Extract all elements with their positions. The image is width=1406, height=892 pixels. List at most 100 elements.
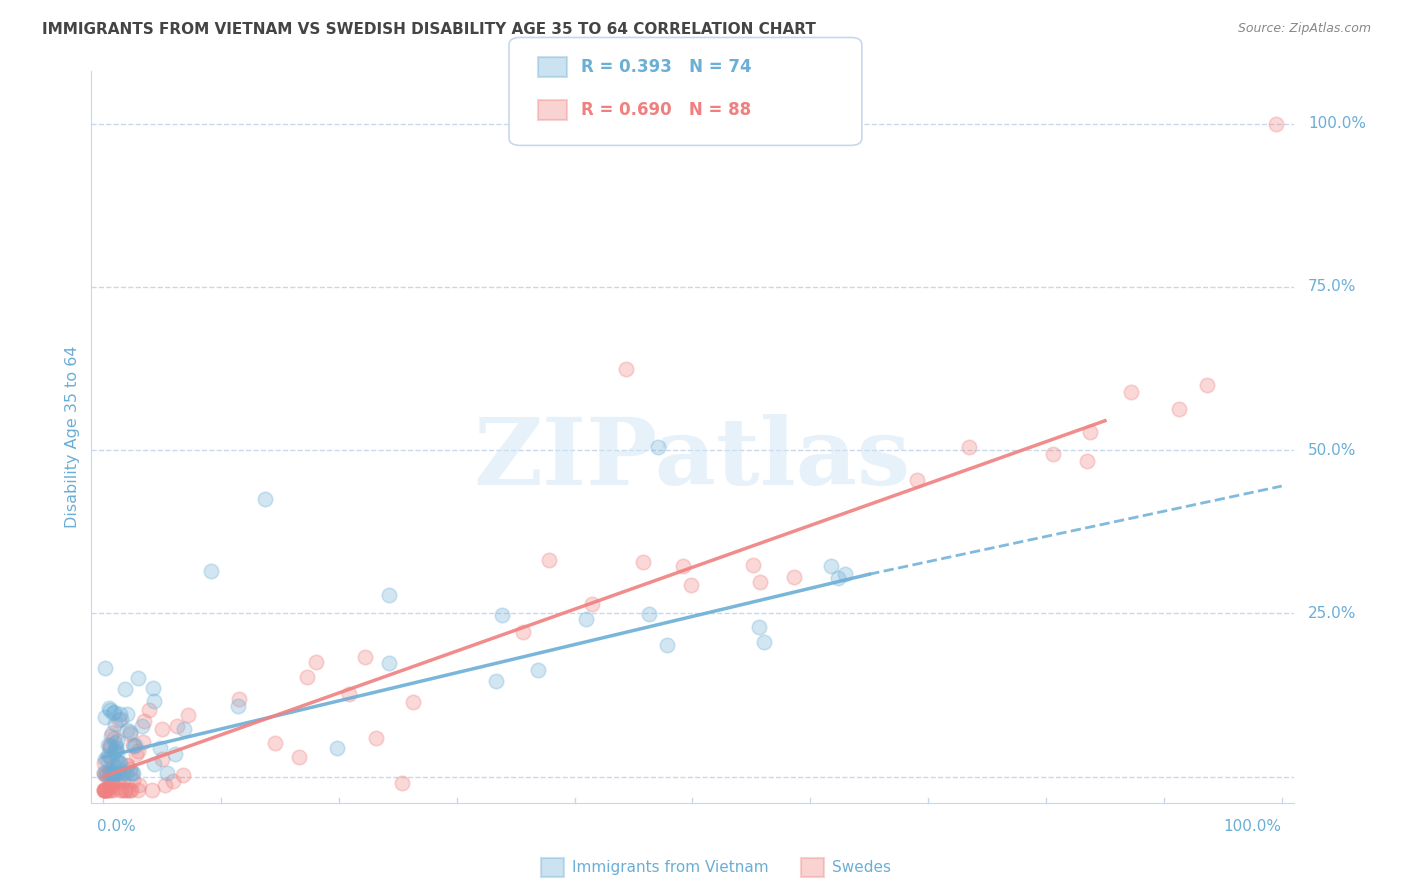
Point: [820, 558, 842, 573]
Point: [103, 782, 125, 797]
Point: [98, 766, 121, 780]
Point: [153, 779, 176, 793]
Point: [485, 674, 508, 689]
Point: [97, 748, 120, 763]
Point: [103, 705, 125, 719]
Point: [681, 578, 703, 592]
Point: [226, 698, 249, 713]
Point: [671, 559, 693, 574]
Point: [614, 361, 637, 376]
Point: [118, 762, 141, 776]
Point: [96, 768, 118, 782]
Point: [94, 710, 117, 724]
Point: [105, 766, 128, 780]
Point: [101, 753, 124, 767]
Point: [100, 782, 122, 797]
Point: [749, 575, 772, 590]
Point: [107, 760, 129, 774]
Point: [103, 760, 125, 774]
Point: [491, 607, 513, 622]
Point: [98, 766, 121, 780]
Point: [353, 650, 375, 665]
Point: [104, 740, 127, 755]
Point: [631, 555, 654, 569]
Point: [657, 638, 679, 652]
Point: [100, 726, 122, 740]
Point: [122, 738, 145, 752]
Point: [103, 731, 125, 746]
Point: [538, 553, 561, 567]
Point: [143, 756, 166, 771]
Point: [104, 766, 127, 780]
Point: [103, 746, 125, 760]
Text: 100.0%: 100.0%: [1308, 116, 1367, 131]
Point: [1078, 425, 1101, 440]
Point: [93, 752, 115, 766]
Point: [97, 738, 120, 752]
Point: [103, 744, 125, 758]
Point: [162, 773, 184, 788]
Point: [98, 782, 121, 797]
Point: [98, 750, 121, 764]
Point: [121, 766, 143, 780]
Text: 25.0%: 25.0%: [1308, 606, 1357, 621]
Point: [177, 707, 200, 722]
Text: R = 0.393   N = 74: R = 0.393 N = 74: [581, 58, 751, 76]
Point: [117, 758, 139, 772]
Point: [647, 440, 669, 454]
Point: [337, 687, 360, 701]
Point: [114, 782, 136, 797]
Point: [104, 716, 127, 731]
Point: [752, 635, 775, 649]
Point: [166, 719, 188, 733]
Point: [402, 695, 425, 709]
Point: [107, 772, 129, 787]
Point: [98, 774, 121, 789]
Point: [98, 780, 121, 794]
Point: [637, 607, 659, 622]
Point: [143, 694, 166, 708]
Point: [117, 782, 139, 797]
Point: [150, 752, 173, 766]
Point: [120, 782, 142, 797]
Point: [121, 773, 143, 788]
Point: [103, 766, 125, 780]
Point: [115, 758, 138, 772]
Point: [98, 739, 121, 753]
Point: [122, 739, 145, 753]
Point: [512, 624, 534, 639]
Point: [108, 766, 131, 780]
Point: [134, 714, 156, 729]
Point: [104, 736, 127, 750]
Text: Swedes: Swedes: [832, 860, 891, 874]
Point: [97, 701, 120, 715]
Point: [391, 776, 413, 790]
Point: [156, 766, 179, 780]
Point: [581, 598, 603, 612]
Point: [127, 671, 149, 685]
Point: [827, 571, 849, 585]
Point: [94, 782, 117, 797]
Point: [120, 766, 142, 780]
Point: [131, 719, 153, 733]
Text: 75.0%: 75.0%: [1308, 279, 1357, 294]
Point: [111, 782, 134, 797]
Point: [111, 773, 134, 788]
Point: [173, 723, 195, 737]
Point: [98, 740, 121, 755]
Point: [305, 655, 328, 669]
Point: [94, 768, 117, 782]
Point: [748, 620, 770, 634]
Point: [107, 774, 129, 789]
Point: [107, 713, 129, 727]
Point: [114, 782, 136, 797]
Point: [115, 766, 138, 780]
Point: [93, 782, 115, 797]
Point: [149, 741, 172, 756]
Point: [1119, 385, 1142, 400]
Point: [93, 782, 115, 797]
Point: [377, 588, 399, 602]
Point: [96, 752, 118, 766]
Point: [108, 782, 131, 797]
Point: [107, 765, 129, 780]
